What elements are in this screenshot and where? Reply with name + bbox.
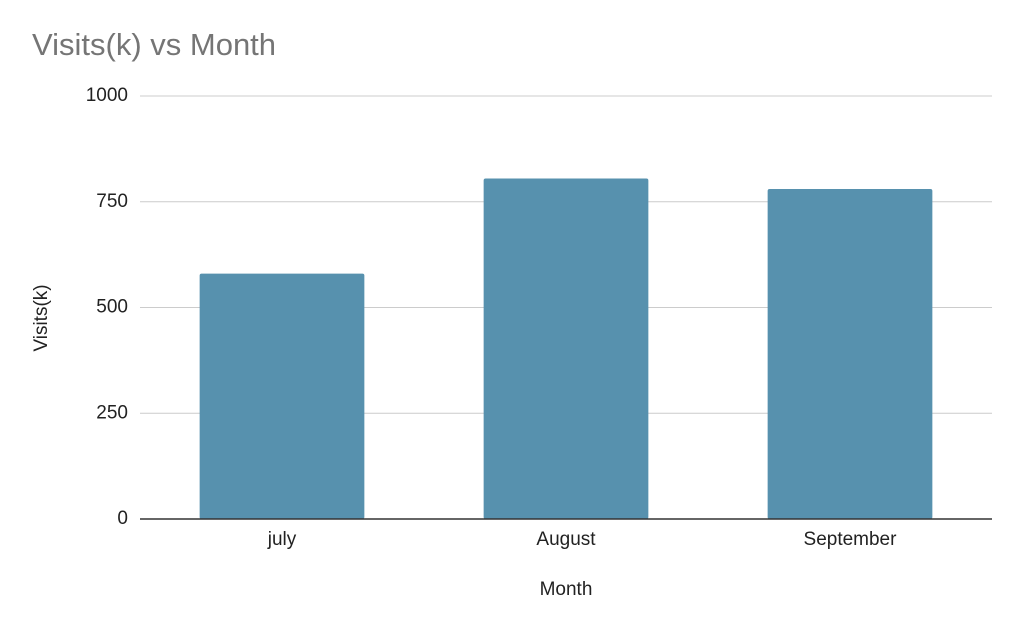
- y-tick-label: 750: [96, 191, 128, 212]
- x-axis-label: Month: [540, 579, 593, 600]
- y-tick-label: 250: [96, 402, 128, 423]
- y-tick-label: 1000: [86, 85, 128, 106]
- chart-title: Visits(k) vs Month: [32, 27, 276, 62]
- y-tick-label: 0: [117, 508, 128, 529]
- x-tick-label: August: [536, 529, 596, 550]
- x-tick-label: September: [804, 529, 898, 550]
- x-tick-label: july: [267, 529, 297, 550]
- bar: [199, 273, 365, 519]
- bar: [767, 189, 933, 519]
- y-axis-label: Visits(k): [31, 284, 52, 351]
- bar: [483, 178, 649, 520]
- y-tick-label: 500: [96, 297, 128, 318]
